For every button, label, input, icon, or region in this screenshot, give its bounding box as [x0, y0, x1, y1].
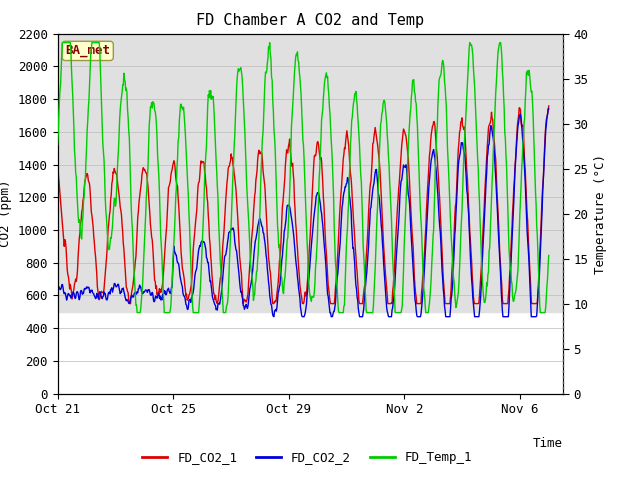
Y-axis label: Temperature (°C): Temperature (°C): [594, 154, 607, 274]
Y-axis label: CO2 (ppm): CO2 (ppm): [0, 180, 12, 247]
Text: BA_met: BA_met: [65, 44, 110, 58]
Legend: FD_CO2_1, FD_CO2_2, FD_Temp_1: FD_CO2_1, FD_CO2_2, FD_Temp_1: [137, 446, 477, 469]
Title: FD Chamber A CO2 and Temp: FD Chamber A CO2 and Temp: [196, 13, 424, 28]
Bar: [58, 34, 563, 312]
Text: Time: Time: [533, 437, 563, 450]
